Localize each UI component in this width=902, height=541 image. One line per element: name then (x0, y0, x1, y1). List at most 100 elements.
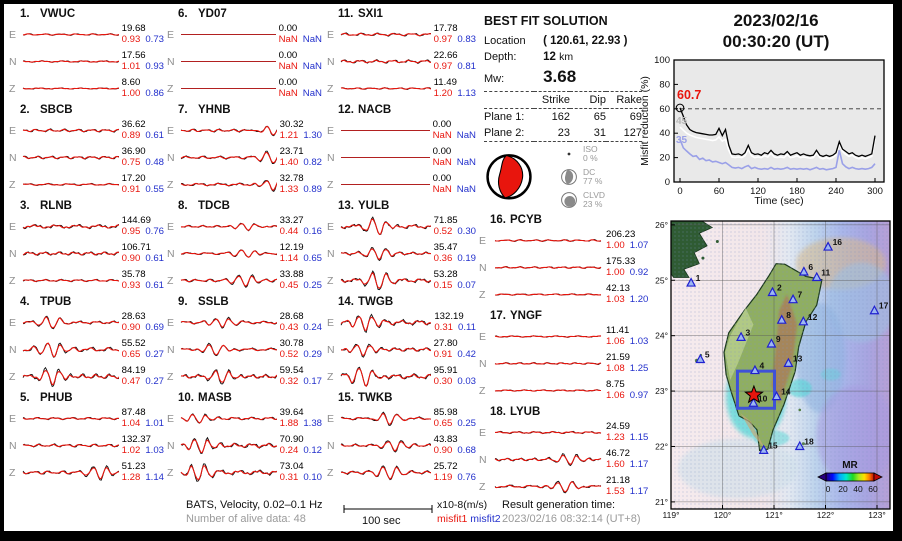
misfit1-value: 1.06 (606, 389, 625, 401)
waveform-trace (340, 270, 431, 291)
station-block: 12. NACB E 0.00 NaN NaN N 0.00 NaN NaN Z 0.00 NaN NaN (324, 104, 476, 198)
waveform-trace (494, 266, 602, 269)
station-triangle-11 (811, 271, 822, 282)
component-label: N (327, 439, 335, 452)
trace-row: N 22.66 0.97 0.81 (324, 48, 476, 75)
component-label: E (167, 316, 175, 329)
waveform-trace (340, 32, 431, 37)
component-label: Z (327, 178, 334, 191)
misfit2-value: 1.25 (629, 362, 649, 374)
waveform-trace (340, 156, 430, 159)
svg-text:23°: 23° (655, 386, 668, 396)
misfit2-value: 0.68 (457, 444, 476, 456)
amplitude-value: 206.23 (606, 229, 636, 240)
plane-table-header: Strike Dip Rake (484, 91, 642, 109)
misfit2-value: 1.17 (629, 458, 649, 470)
trace-row: N 35.47 0.36 0.19 (324, 240, 476, 267)
trace-row: Z 42.13 1.03 1.20 (476, 281, 658, 308)
dc-icon (561, 168, 577, 185)
trace-values: 25.72 1.19 0.76 (434, 461, 476, 483)
amplitude-value: 85.98 (433, 407, 458, 418)
amplitude-units-label: x10-8(m/s) (437, 499, 488, 511)
station-triangle-15 (758, 444, 769, 454)
misfit2-value: 0.16 (303, 225, 322, 237)
misfit2-value: 0.29 (303, 348, 322, 360)
misfit1-value: NaN (278, 33, 298, 45)
alive-data-caption: Number of alive data: 48 (186, 513, 306, 525)
misfit2-value: 0.61 (145, 279, 164, 291)
station-block: 16. PCYB E 206.23 1.00 1.07 N 175.33 1.00 0.92 Z 42… (476, 214, 658, 308)
misfit2-value: NaN (456, 156, 476, 168)
trace-values: 0.00 NaN NaN (279, 50, 322, 72)
waveform-trace (494, 389, 602, 392)
trace-values: 175.33 1.00 0.92 (606, 256, 649, 278)
misfit2-value: 0.55 (145, 183, 164, 195)
component-label: Z (479, 480, 486, 493)
trace-row: E 39.64 1.88 1.38 (164, 405, 322, 432)
trace-row: Z 32.78 1.33 0.89 (164, 171, 322, 198)
misfit2-value: 0.92 (629, 266, 649, 278)
station-triangle-1 (686, 277, 697, 287)
station-label: 11. SXI1 (338, 8, 383, 20)
trace-values: 12.19 1.14 0.65 (279, 242, 322, 264)
trace-values: 33.88 0.45 0.25 (280, 269, 322, 291)
station-block: 4. TPUB E 28.63 0.90 0.69 N 55.52 0.65 0.27 Z 84.19… (6, 296, 164, 390)
amplitude-value: 22.66 (433, 50, 458, 61)
waveform-trace (23, 251, 119, 256)
clvd-label: CLVD (583, 189, 606, 200)
trace-values: 28.63 0.90 0.69 (122, 311, 164, 333)
trace-row: N 132.37 1.02 1.03 (6, 432, 164, 459)
misfit1-value: 1.53 (606, 485, 625, 497)
trace-row: E 24.59 1.23 1.15 (476, 419, 658, 446)
epicenter-star (744, 384, 764, 404)
component-label: Z (327, 466, 334, 479)
misfit1-value: 1.14 (279, 252, 299, 264)
station-triangle-7 (788, 293, 799, 304)
mw-value: 3.68 (543, 67, 577, 86)
trace-row: E 30.32 1.21 1.30 (164, 117, 322, 144)
component-label: N (479, 357, 487, 370)
misfit2-value: NaN (302, 60, 322, 72)
trace-values: 27.80 0.91 0.42 (434, 338, 476, 360)
component-label: Z (479, 288, 486, 301)
waveform-trace (181, 87, 276, 90)
misfit2-value: 1.14 (145, 471, 164, 483)
amplitude-value: 59.54 (279, 365, 304, 376)
trace-values: 0.00 NaN NaN (279, 77, 322, 99)
amplitude-value: 8.75 (606, 379, 625, 390)
misfit2-value: 0.25 (457, 417, 476, 429)
waveform-column-1: 1. VWUC E 19.68 0.93 0.73 N 17.56 1.01 0.93 Z 8.60 1… (6, 8, 164, 488)
station-number-8: 8 (786, 310, 791, 320)
trace-values: 17.20 0.91 0.55 (122, 173, 164, 195)
station-triangle-10 (748, 397, 759, 407)
station-block: 11. SXI1 E 17.78 0.97 0.83 N 22.66 0.97 0.81 Z 11.4… (324, 8, 476, 102)
trace-values: 39.64 1.88 1.38 (280, 407, 322, 429)
amplitude-value: 0.00 (432, 146, 452, 157)
trace-values: 84.19 0.47 0.27 (122, 365, 164, 387)
amplitude-value: 175.33 (606, 256, 636, 267)
svg-text:120°: 120° (714, 510, 732, 519)
station-label: 1. VWUC (20, 8, 76, 20)
component-label: Z (327, 274, 334, 287)
svg-text:0: 0 (665, 177, 670, 188)
amplitude-value: 35.47 (433, 242, 458, 253)
trace-row: N 36.90 0.75 0.48 (6, 144, 164, 171)
component-label: N (479, 453, 487, 466)
moment-decomposition: ISO 0 % DC 77 % CLVD 23 % (560, 142, 605, 211)
dc-item: DC 77 % (560, 165, 605, 188)
waveform-trace (495, 430, 602, 435)
svg-text:25°: 25° (655, 275, 668, 285)
trace-row: N 0.00 NaN NaN (324, 144, 476, 171)
station-number-14: 14 (781, 387, 791, 397)
amplitude-value: 144.69 (121, 215, 151, 226)
svg-text:35: 35 (676, 135, 688, 146)
station-block: 6. YD07 E 0.00 NaN NaN N 0.00 NaN NaN Z 0.00 NaN NaN (164, 8, 322, 102)
component-label: E (167, 124, 175, 137)
trace-row: Z 35.78 0.93 0.61 (6, 267, 164, 294)
trace-row: E 132.19 0.31 0.11 (324, 309, 476, 336)
amplitude-value: 36.90 (121, 146, 146, 157)
trace-row: N 17.56 1.01 0.93 (6, 48, 164, 75)
depth-label: Depth: (484, 51, 517, 63)
misfit1-value: 0.24 (279, 444, 299, 456)
misfit1-value: 1.04 (121, 417, 141, 429)
